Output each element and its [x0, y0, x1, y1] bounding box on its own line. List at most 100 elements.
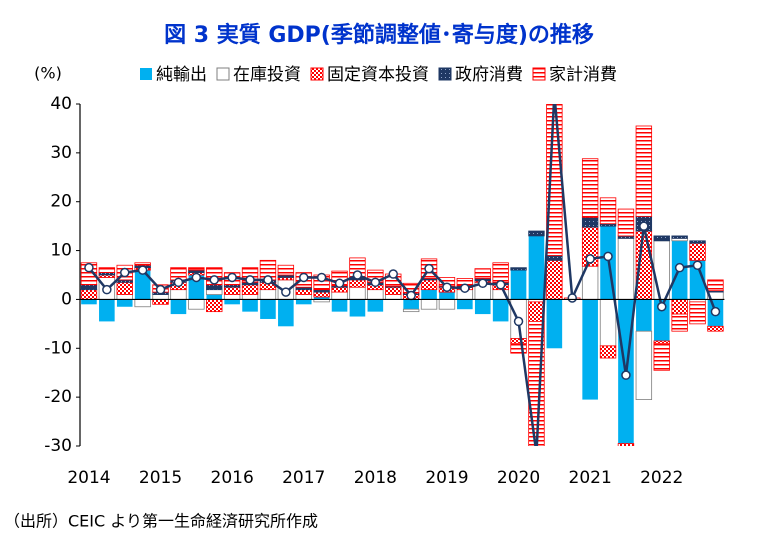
bar-segment	[492, 262, 509, 283]
bar-segment	[581, 158, 599, 218]
gdp-marker	[460, 283, 470, 293]
bar-segment	[278, 299, 294, 327]
bar-segment	[241, 284, 259, 295]
bar-segment	[331, 299, 348, 312]
gdp-marker	[173, 277, 184, 288]
bar-segment	[420, 279, 438, 291]
bar-segment	[689, 242, 706, 261]
x-tick-label: 2021	[569, 468, 612, 488]
bar-segment	[134, 299, 151, 308]
gdp-marker	[550, 90, 558, 98]
bar-segment	[170, 299, 187, 315]
bar-segment	[116, 299, 133, 307]
gdp-marker	[137, 265, 148, 275]
bar-segment	[474, 268, 491, 279]
legend-swatch	[532, 67, 546, 81]
gdp-marker	[316, 272, 327, 283]
bar-segment	[170, 289, 187, 300]
gdp-marker	[478, 278, 488, 289]
y-axis-label: (%)	[34, 64, 62, 83]
bar-segment	[241, 294, 259, 300]
x-tick-label: 2014	[67, 468, 110, 488]
bar-segment	[707, 279, 724, 292]
bar-segment	[224, 299, 240, 305]
bar-segment	[528, 301, 545, 322]
y-tick-label: 10	[50, 241, 72, 261]
gdp-marker	[245, 275, 255, 285]
bar-segment	[152, 294, 169, 300]
gdp-marker	[334, 278, 345, 289]
bar-segment	[349, 299, 366, 317]
gdp-marker	[567, 293, 577, 303]
bar-segment	[295, 294, 312, 300]
bar-segment	[420, 299, 438, 310]
y-tick-label: 40	[50, 94, 72, 114]
bar-segment	[188, 275, 205, 300]
bar-segment	[206, 299, 223, 313]
bar-segment	[402, 308, 420, 313]
gdp-marker	[352, 270, 363, 280]
bar-segment	[636, 299, 652, 332]
legend-label: 在庫投資	[233, 65, 301, 85]
bar-segment	[260, 299, 276, 319]
gdp-marker	[209, 275, 219, 285]
bar-segment	[385, 286, 402, 295]
gdp-marker	[370, 277, 381, 288]
bar-segment	[528, 235, 545, 300]
bar-segment	[457, 299, 473, 310]
bar-segment	[349, 279, 366, 288]
bar-segment	[653, 342, 670, 371]
bar-segment	[546, 255, 563, 261]
bar-segment	[188, 267, 205, 271]
y-tick-label: -30	[44, 436, 72, 456]
y-tick-label: -10	[44, 338, 72, 358]
bar-segment	[421, 289, 437, 300]
bar-segment	[152, 299, 169, 305]
bar-segment	[492, 299, 509, 322]
legend-label: 政府消費	[455, 65, 523, 85]
source-note: （出所）CEIC より第一生命経済研究所作成	[4, 512, 318, 531]
bar-segment	[313, 296, 330, 300]
bar-segment	[546, 259, 563, 300]
bar-segment	[403, 299, 419, 310]
bar-segment	[439, 292, 455, 300]
x-tick-label: 2017	[282, 468, 325, 488]
bar-segment	[510, 342, 527, 354]
bar-segment	[707, 325, 724, 332]
bar-segment	[188, 299, 205, 310]
bar-segment	[617, 208, 635, 237]
bar-segment	[510, 270, 527, 300]
gdp-marker	[657, 302, 667, 312]
bar-segment	[653, 240, 670, 300]
bar-segment	[206, 294, 223, 300]
bar-segment	[689, 301, 706, 325]
bar-segment	[295, 289, 312, 295]
bar-segment	[671, 299, 688, 315]
bar-segment	[617, 443, 635, 446]
bar-segment	[116, 294, 133, 300]
gdp-marker	[442, 282, 452, 292]
bar-segment	[259, 289, 277, 300]
x-tick-label: 2020	[497, 468, 540, 488]
gdp-marker	[424, 263, 434, 274]
gdp-marker	[603, 251, 613, 262]
x-tick-label: 2022	[640, 468, 683, 488]
y-tick-label: 0	[61, 289, 72, 309]
legend-label: 固定資本投資	[327, 65, 429, 85]
bar-segment	[653, 235, 670, 242]
bar-segment	[689, 260, 706, 300]
bar-segment	[599, 197, 617, 225]
bar-segment	[528, 230, 545, 237]
bar-segment	[635, 330, 653, 400]
bar-segment	[331, 291, 348, 300]
plot-area	[80, 90, 724, 446]
bar-segment	[599, 299, 617, 347]
gdp-marker	[639, 221, 649, 231]
gdp-marker	[585, 254, 595, 264]
gdp-marker	[84, 262, 94, 273]
bar-segment	[367, 299, 384, 312]
bar-segment	[116, 281, 133, 295]
bar-segment	[242, 299, 258, 312]
bar-segment	[80, 289, 98, 300]
